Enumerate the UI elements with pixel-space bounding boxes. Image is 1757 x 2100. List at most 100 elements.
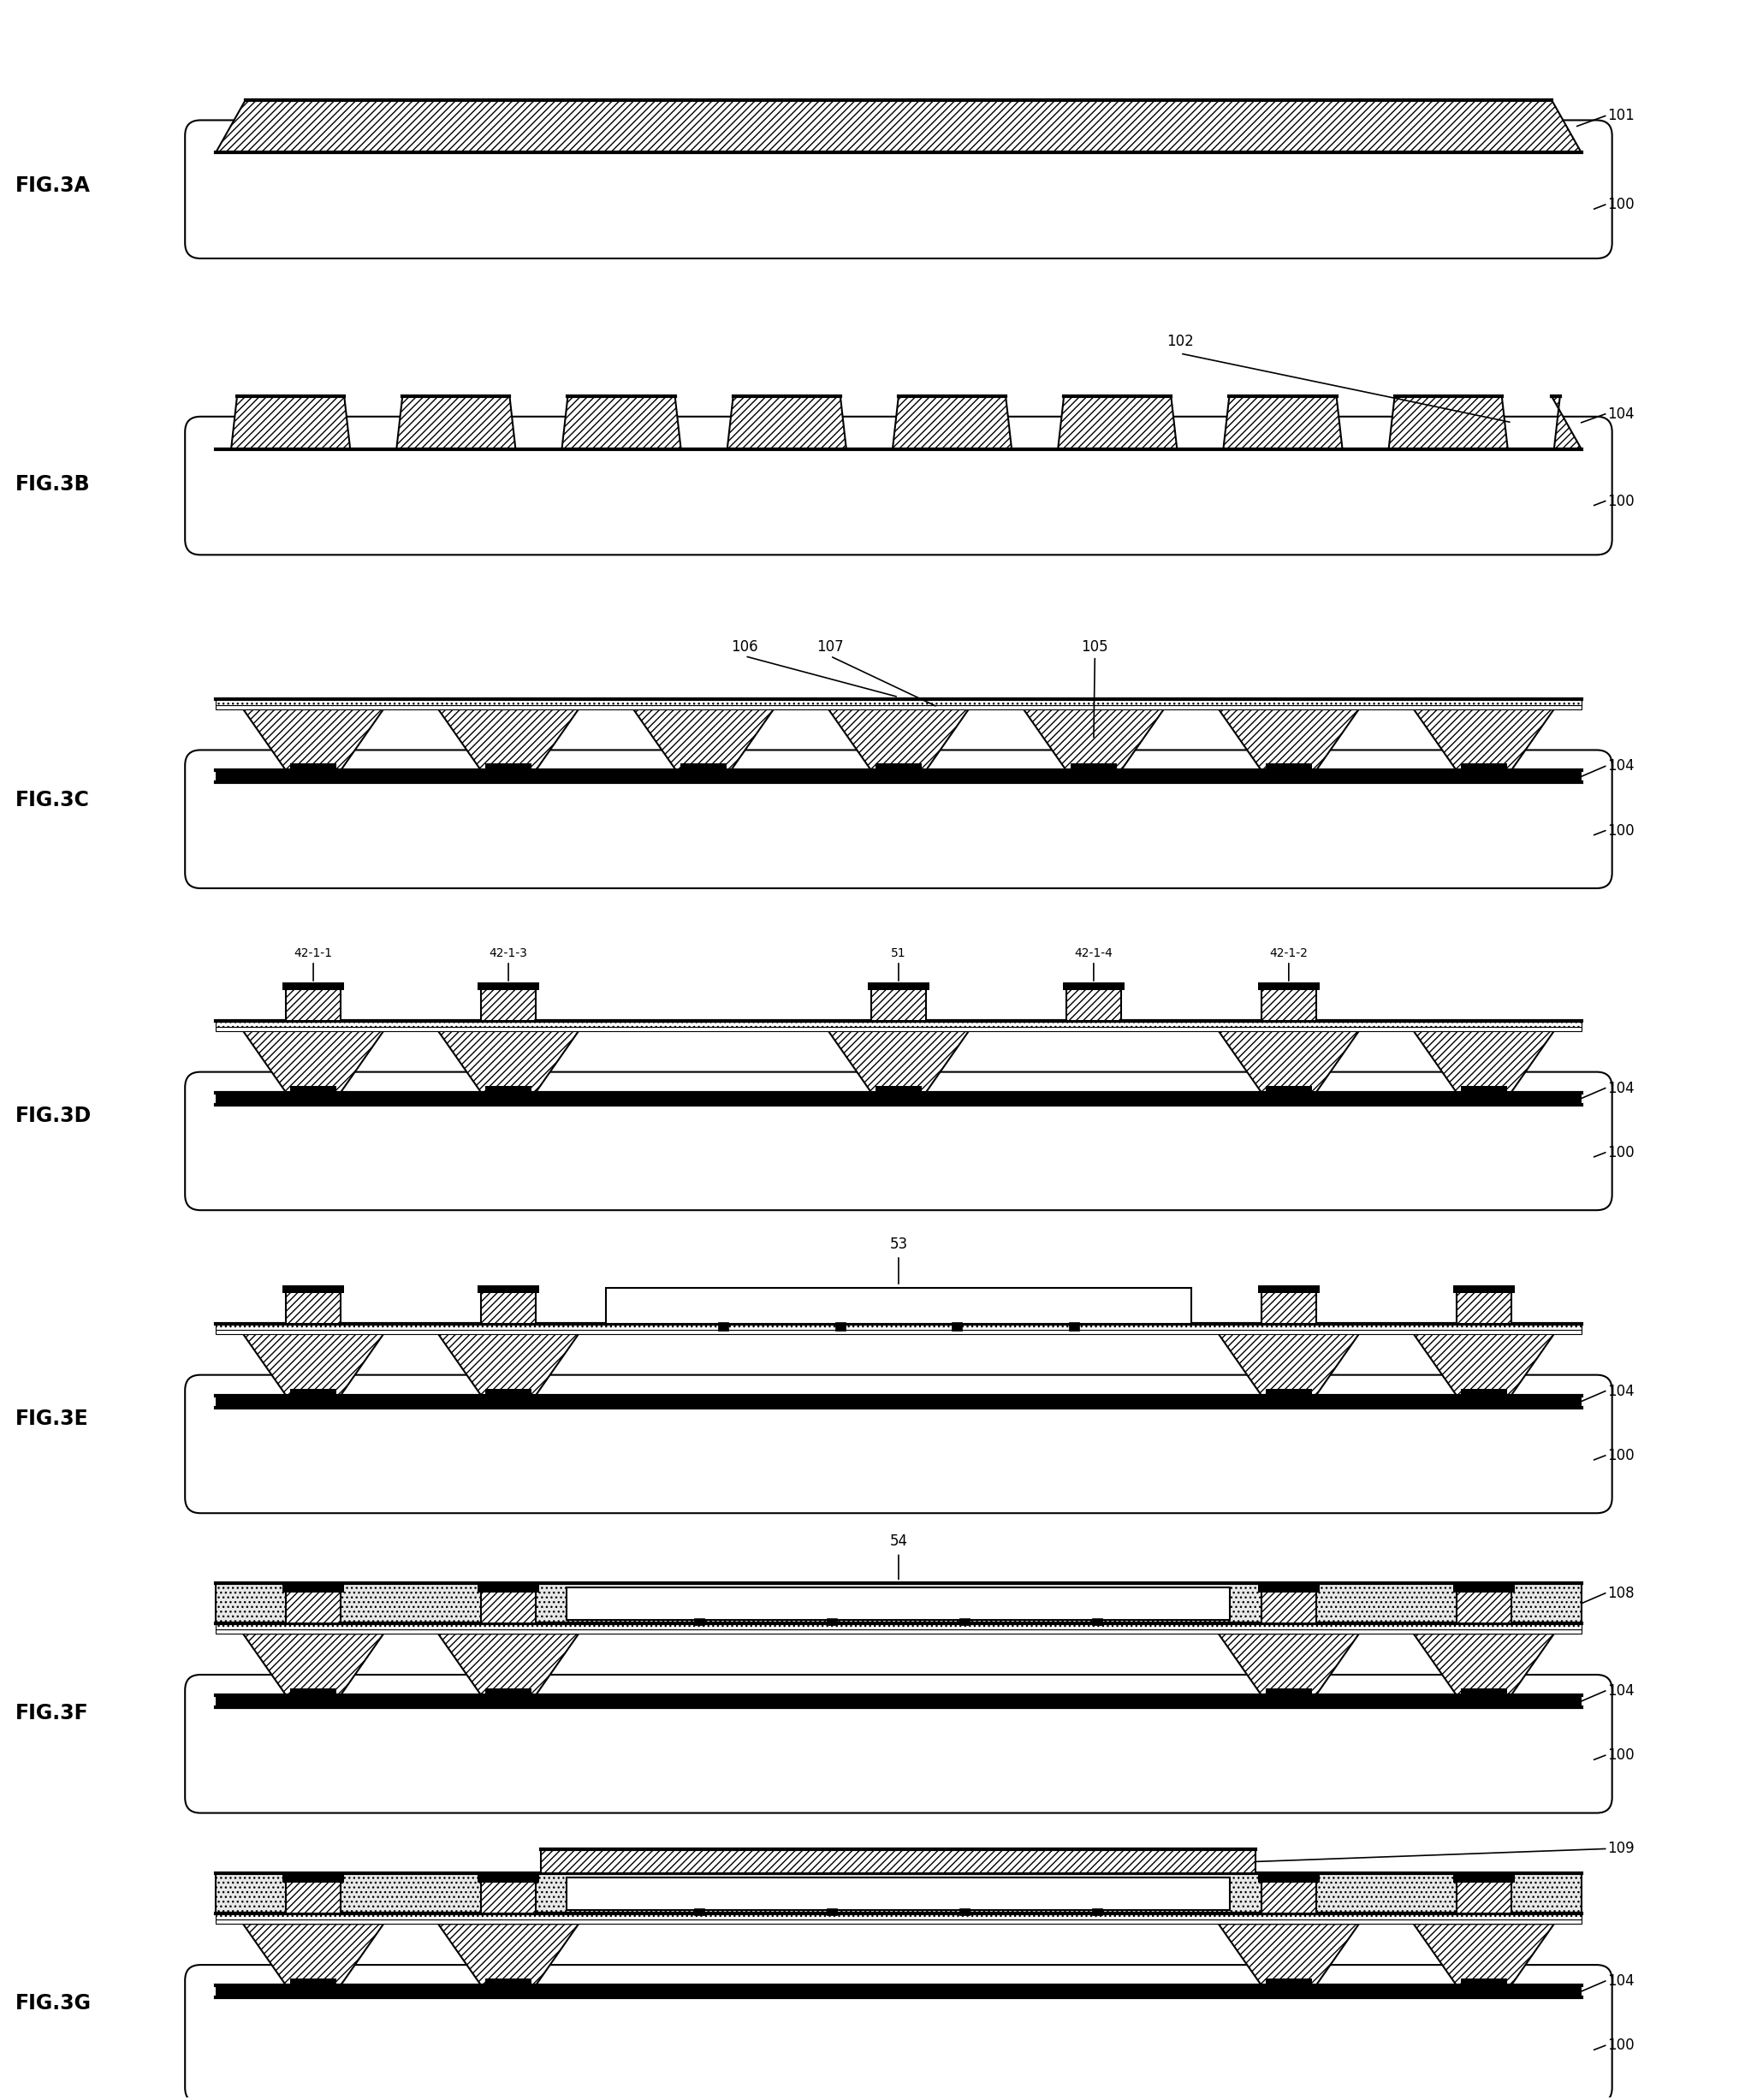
Bar: [541, 1850, 1256, 1873]
Polygon shape: [633, 710, 773, 771]
Bar: [1262, 1877, 1316, 1913]
Bar: [485, 1978, 532, 1984]
Bar: [828, 1909, 838, 1915]
Bar: [478, 1875, 539, 1884]
Bar: [875, 764, 922, 771]
Bar: [485, 1688, 532, 1695]
Bar: [481, 985, 536, 1021]
Bar: [680, 764, 727, 771]
Bar: [286, 1287, 341, 1323]
Bar: [1068, 1323, 1079, 1331]
Bar: [868, 983, 929, 989]
Bar: [568, 1877, 1230, 1911]
Bar: [286, 1588, 341, 1623]
Text: 100: 100: [1608, 823, 1634, 838]
Bar: [871, 985, 926, 1021]
Bar: [485, 1388, 532, 1394]
Bar: [1265, 1388, 1312, 1394]
Bar: [216, 1919, 1581, 1924]
Polygon shape: [242, 1031, 383, 1092]
Bar: [1457, 1877, 1511, 1913]
Text: 42-1-3: 42-1-3: [488, 947, 527, 960]
Bar: [216, 1984, 1581, 1997]
Polygon shape: [562, 397, 682, 449]
Polygon shape: [1414, 1031, 1553, 1092]
Polygon shape: [828, 710, 968, 771]
Bar: [481, 1877, 536, 1913]
Text: FIG.3A: FIG.3A: [16, 174, 90, 195]
Bar: [694, 1619, 705, 1625]
Bar: [290, 1388, 337, 1394]
Bar: [828, 1619, 838, 1625]
Polygon shape: [1219, 710, 1358, 771]
Bar: [216, 1583, 1581, 1623]
Text: 104: 104: [1608, 405, 1634, 422]
Text: 104: 104: [1608, 1079, 1634, 1096]
Text: 42-1-4: 42-1-4: [1075, 947, 1112, 960]
Bar: [1453, 1875, 1515, 1884]
Bar: [1066, 985, 1121, 1021]
Bar: [1460, 1688, 1508, 1695]
Bar: [290, 1978, 337, 1984]
Text: 102: 102: [1167, 334, 1193, 349]
Text: 53: 53: [889, 1237, 908, 1252]
Bar: [216, 1021, 1581, 1027]
Text: FIG.3G: FIG.3G: [16, 1993, 91, 2014]
Polygon shape: [242, 1924, 383, 1984]
Bar: [478, 983, 539, 989]
Bar: [1460, 1086, 1508, 1092]
Polygon shape: [1223, 397, 1342, 449]
Polygon shape: [1219, 1634, 1358, 1695]
Bar: [216, 771, 1581, 783]
FancyBboxPatch shape: [184, 750, 1613, 888]
Text: 104: 104: [1608, 1974, 1634, 1989]
FancyBboxPatch shape: [184, 1966, 1613, 2100]
Bar: [694, 1909, 705, 1915]
Bar: [1063, 983, 1124, 989]
FancyBboxPatch shape: [184, 1071, 1613, 1210]
Bar: [216, 1623, 1581, 1630]
Text: FIG.3E: FIG.3E: [16, 1409, 88, 1428]
Text: 105: 105: [1081, 638, 1109, 655]
Text: 100: 100: [1608, 493, 1634, 508]
Polygon shape: [1388, 397, 1508, 449]
Bar: [1258, 983, 1320, 989]
Bar: [216, 1873, 1581, 1913]
Bar: [1258, 1285, 1320, 1294]
Text: 100: 100: [1608, 2037, 1634, 2054]
Bar: [959, 1909, 970, 1915]
Bar: [1258, 1585, 1320, 1592]
Bar: [1093, 1909, 1103, 1915]
Bar: [835, 1323, 845, 1331]
Bar: [1265, 764, 1312, 771]
Bar: [485, 764, 532, 771]
Text: FIG.3C: FIG.3C: [16, 790, 90, 811]
Polygon shape: [1414, 1924, 1553, 1984]
Bar: [216, 1027, 1581, 1031]
Bar: [1453, 1285, 1515, 1294]
Bar: [606, 1287, 1191, 1323]
Polygon shape: [437, 1924, 578, 1984]
Text: 42-1-2: 42-1-2: [1270, 947, 1307, 960]
Text: 107: 107: [817, 638, 843, 655]
Polygon shape: [1414, 1634, 1553, 1695]
Polygon shape: [437, 1031, 578, 1092]
Polygon shape: [242, 1333, 383, 1394]
Text: FIG.3B: FIG.3B: [16, 475, 90, 493]
Polygon shape: [397, 397, 515, 449]
Text: 104: 104: [1608, 758, 1634, 775]
Bar: [1453, 1585, 1515, 1592]
Text: 100: 100: [1608, 1447, 1634, 1464]
Text: FIG.3D: FIG.3D: [16, 1105, 91, 1126]
Polygon shape: [232, 397, 350, 449]
Bar: [481, 1588, 536, 1623]
Polygon shape: [893, 397, 1012, 449]
Text: FIG.3F: FIG.3F: [16, 1703, 88, 1724]
Polygon shape: [1023, 710, 1163, 771]
Polygon shape: [437, 710, 578, 771]
Polygon shape: [437, 1634, 578, 1695]
FancyBboxPatch shape: [184, 120, 1613, 258]
Text: 51: 51: [891, 947, 907, 960]
Polygon shape: [437, 1333, 578, 1394]
Bar: [959, 1619, 970, 1625]
